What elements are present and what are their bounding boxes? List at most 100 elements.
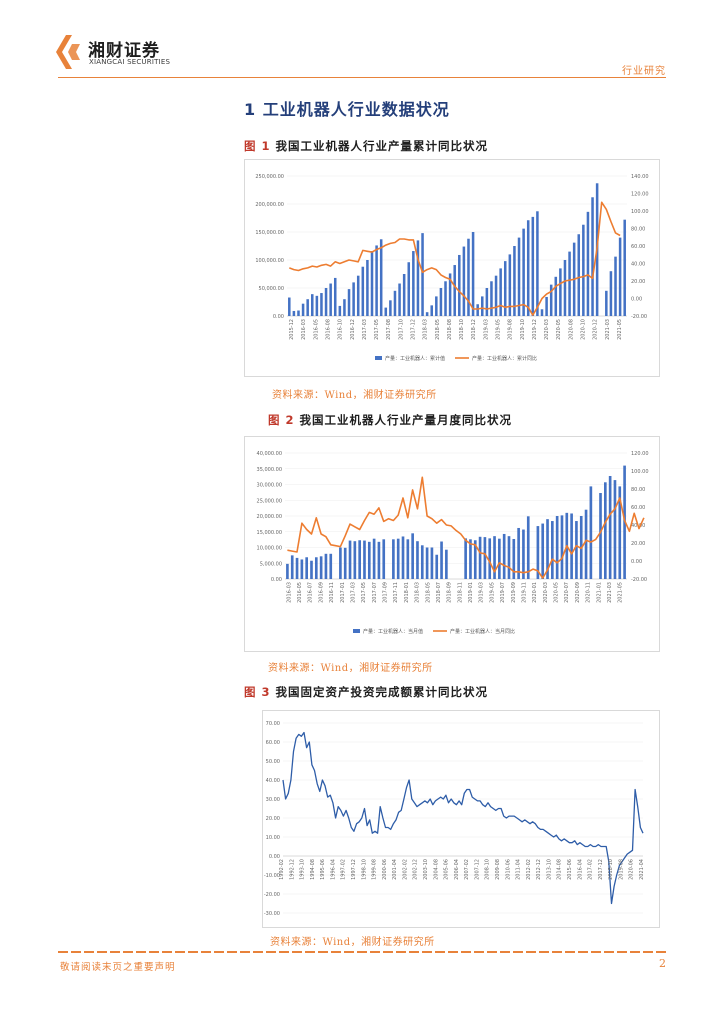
bar	[416, 541, 419, 579]
bar	[591, 197, 594, 316]
y-tick-label: 0.00	[269, 854, 280, 860]
y-left-tick-label: 200,000.00	[255, 202, 284, 208]
bar	[462, 246, 466, 316]
bar	[522, 228, 525, 316]
report-category: 行业研究	[622, 66, 666, 77]
bar	[577, 234, 581, 316]
y-tick-label: -20.00	[264, 892, 280, 898]
bar	[526, 516, 530, 579]
bar	[488, 538, 492, 579]
y-right-tick-label: 0.00	[631, 297, 642, 303]
x-tick-label: 2015-12	[289, 319, 295, 340]
bar	[549, 284, 553, 316]
bar	[568, 251, 571, 316]
y-left-tick-label: 40,000.00	[257, 451, 282, 457]
bar	[343, 547, 347, 579]
legend-swatch-bars	[375, 356, 382, 360]
bar	[421, 233, 424, 316]
x-tick-label: 1993-10	[300, 859, 306, 880]
bar	[363, 540, 366, 579]
bar	[481, 296, 484, 316]
bar	[412, 251, 415, 316]
x-tick-label: 1992-02	[279, 859, 285, 880]
bar	[536, 526, 540, 579]
x-tick-label: 2018-03	[423, 319, 429, 340]
bar	[439, 288, 443, 316]
y-right-tick-label: 80.00	[631, 487, 645, 493]
bar	[347, 289, 351, 316]
x-tick-label: 2017-03	[362, 319, 368, 340]
figure-label: 图 1	[244, 139, 271, 153]
bar	[420, 545, 424, 579]
x-tick-label: 2008-10	[485, 859, 491, 880]
y-right-tick-label: 0.00	[631, 559, 642, 565]
y-tick-label: 40.00	[266, 778, 280, 784]
legend-label: 产量：工业机器人：累计同比	[472, 355, 537, 362]
bar	[398, 283, 401, 316]
figure-2-source: 资料来源：Wind，湘财证券研究所	[268, 663, 433, 674]
figure-1-caption: 图 1 我国工业机器人行业产量累计同比状况	[244, 138, 488, 154]
x-tick-label: 2010-06	[505, 859, 511, 880]
x-tick-label: 2020-03	[544, 319, 550, 340]
bar	[503, 261, 507, 316]
bar	[367, 541, 371, 579]
y-tick-label: 10.00	[266, 835, 280, 841]
chart-2-frame: 0.00 5,000.00 10,000.00 15,000.00 20,000.00 2…	[244, 436, 660, 652]
x-tick-label: 2020-10	[581, 319, 587, 340]
x-tick-label: 1997-12	[351, 859, 357, 880]
x-tick-label: 2014-08	[557, 859, 563, 880]
bar	[379, 239, 383, 316]
bar	[478, 536, 482, 579]
x-tick-label: 2019-03	[483, 319, 489, 340]
x-tick-label: 2018-08	[447, 319, 453, 340]
bar	[560, 515, 564, 579]
bar	[430, 305, 433, 316]
x-tick-label: 2018-03	[415, 582, 421, 603]
bar	[295, 557, 299, 579]
bar	[305, 557, 309, 579]
y-right-tick-label: 60.00	[631, 505, 645, 511]
bar	[319, 556, 323, 579]
y-left-tick-label: 5,000.00	[260, 561, 282, 567]
bar	[586, 211, 590, 316]
bar	[435, 296, 438, 316]
bar	[555, 516, 559, 579]
chart-2: 0.00 5,000.00 10,000.00 15,000.00 20,000.00 2…	[257, 451, 649, 635]
bar	[333, 277, 337, 316]
x-tick-label: 2011-04	[516, 859, 522, 880]
y-left-tick-label: 250,000.00	[255, 174, 284, 180]
chart-1: 0.00 50,000.00 100,000.00 150,000.00 200,000…	[255, 174, 648, 362]
y-left-tick-label: 0.00	[273, 314, 284, 320]
bar	[512, 538, 516, 579]
bar	[531, 216, 535, 316]
x-tick-label: 2012-12	[536, 859, 542, 880]
x-tick-label: 2017-09	[383, 582, 389, 603]
bar	[401, 536, 405, 579]
chart-1-frame: 0.00 50,000.00 100,000.00 150,000.00 200,000…	[244, 159, 660, 377]
x-tick-label: 2021-04	[639, 859, 645, 880]
bar	[288, 297, 291, 316]
bar	[444, 281, 447, 316]
bar	[464, 538, 467, 579]
legend-swatch-bars	[353, 629, 360, 633]
x-tick-label: 2016-09	[318, 582, 324, 603]
bar	[513, 246, 516, 316]
x-tick-label: 2000-06	[382, 859, 388, 880]
bar	[329, 283, 332, 316]
y-right-tick-label: 80.00	[631, 227, 645, 233]
x-tick-label: 2017-12	[598, 859, 604, 880]
bar	[320, 293, 323, 316]
bar	[348, 540, 352, 579]
y-right-tick-label: 100.00	[631, 469, 649, 475]
legend-label: 产量：工业机器人：当月同比	[450, 628, 515, 635]
x-tick-label: 2018-07	[436, 582, 442, 603]
x-tick-label: 2020-05	[556, 319, 562, 340]
bar	[541, 523, 545, 579]
bar	[402, 274, 406, 316]
bar	[540, 309, 544, 316]
bar	[297, 310, 300, 316]
bar	[315, 295, 319, 316]
section-heading: 1 工业机器人行业数据状况	[244, 96, 450, 120]
y-tick-label: 30.00	[266, 797, 280, 803]
x-tick-label: 2018-10	[608, 859, 614, 880]
